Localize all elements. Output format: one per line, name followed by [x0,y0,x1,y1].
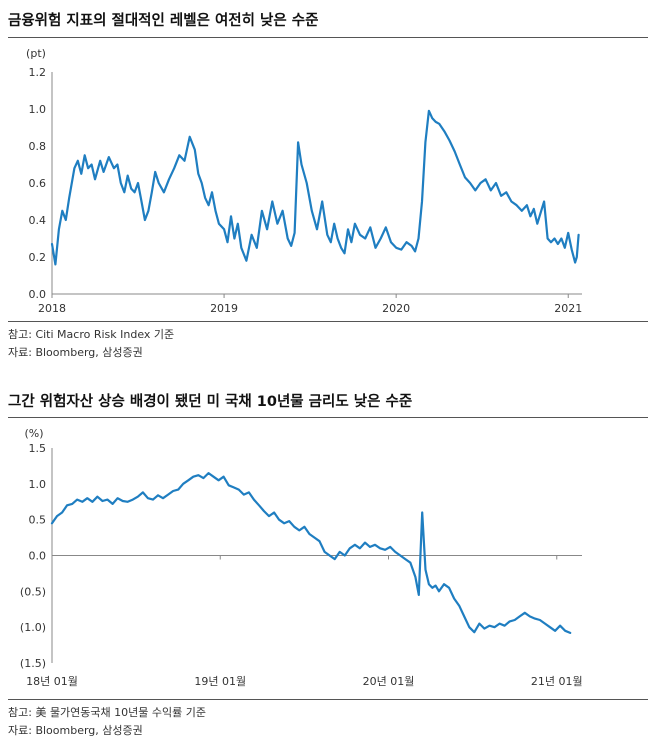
x-tick-label: 19년 01월 [194,675,246,688]
chart-note: 참고: Citi Macro Risk Index 기준 [8,328,175,341]
y-tick-label: 0.0 [29,288,47,301]
y-tick-label: (1.0) [20,621,46,634]
chart-source: 자료: Bloomberg, 삼성증권 [8,346,143,359]
source-rule [8,321,648,322]
y-tick-label: 0.6 [29,177,47,190]
title-rule [8,417,648,418]
y-unit-label: (pt) [26,47,46,60]
data-series-line [50,109,580,266]
y-tick-label: 0.4 [29,214,47,227]
title-rule [8,37,648,38]
x-tick-label: 2018 [38,302,66,315]
chart-source: 자료: Bloomberg, 삼성증권 [8,724,143,737]
y-tick-label: 1.0 [29,103,47,116]
y-tick-label: (1.5) [20,657,46,670]
data-series-line [50,471,572,634]
x-tick-label: 2019 [210,302,238,315]
x-tick-label: 2020 [382,302,410,315]
chart-title: 금융위험 지표의 절대적인 레벨은 여전히 낮은 수준 [8,13,319,29]
chart-note: 참고: 美 물가연동국채 10년물 수익률 기준 [8,706,206,719]
y-tick-label: 1.5 [29,442,47,455]
chart-panel-risk-index: 금융위험 지표의 절대적인 레벨은 여전히 낮은 수준 (pt) 0.0 0.2 0… [0,0,654,370]
risk-index-line-chart: (pt) 0.0 0.2 0.4 0.6 0.8 1.0 1.2 2018 2019 2020 20… [26,47,582,315]
y-tick-label: 0.2 [29,251,47,264]
x-tick-label: 2021 [554,302,582,315]
y-tick-label: 0.0 [29,550,47,563]
tips-yield-line-chart: (%) (1.5) (1.0) (0.5) 0.0 0.5 1.0 1.5 18년 01월 19… [20,427,583,688]
x-tick-label: 20년 01월 [363,675,415,688]
y-tick-label: 1.2 [29,66,47,79]
y-tick-label: 0.8 [29,140,47,153]
y-tick-label: 1.0 [29,478,47,491]
y-unit-label: (%) [24,427,43,440]
y-tick-label: (0.5) [20,585,46,598]
source-rule [8,699,648,700]
x-tick-label: 18년 01월 [26,675,78,688]
x-tick-label: 21년 01월 [531,675,583,688]
chart-title: 그간 위험자산 상승 배경이 됐던 미 국채 10년물 금리도 낮은 수준 [8,394,413,410]
y-tick-label: 0.5 [29,514,47,527]
chart-panel-tips-yield: 그간 위험자산 상승 배경이 됐던 미 국채 10년물 금리도 낮은 수준 (%… [0,380,654,755]
